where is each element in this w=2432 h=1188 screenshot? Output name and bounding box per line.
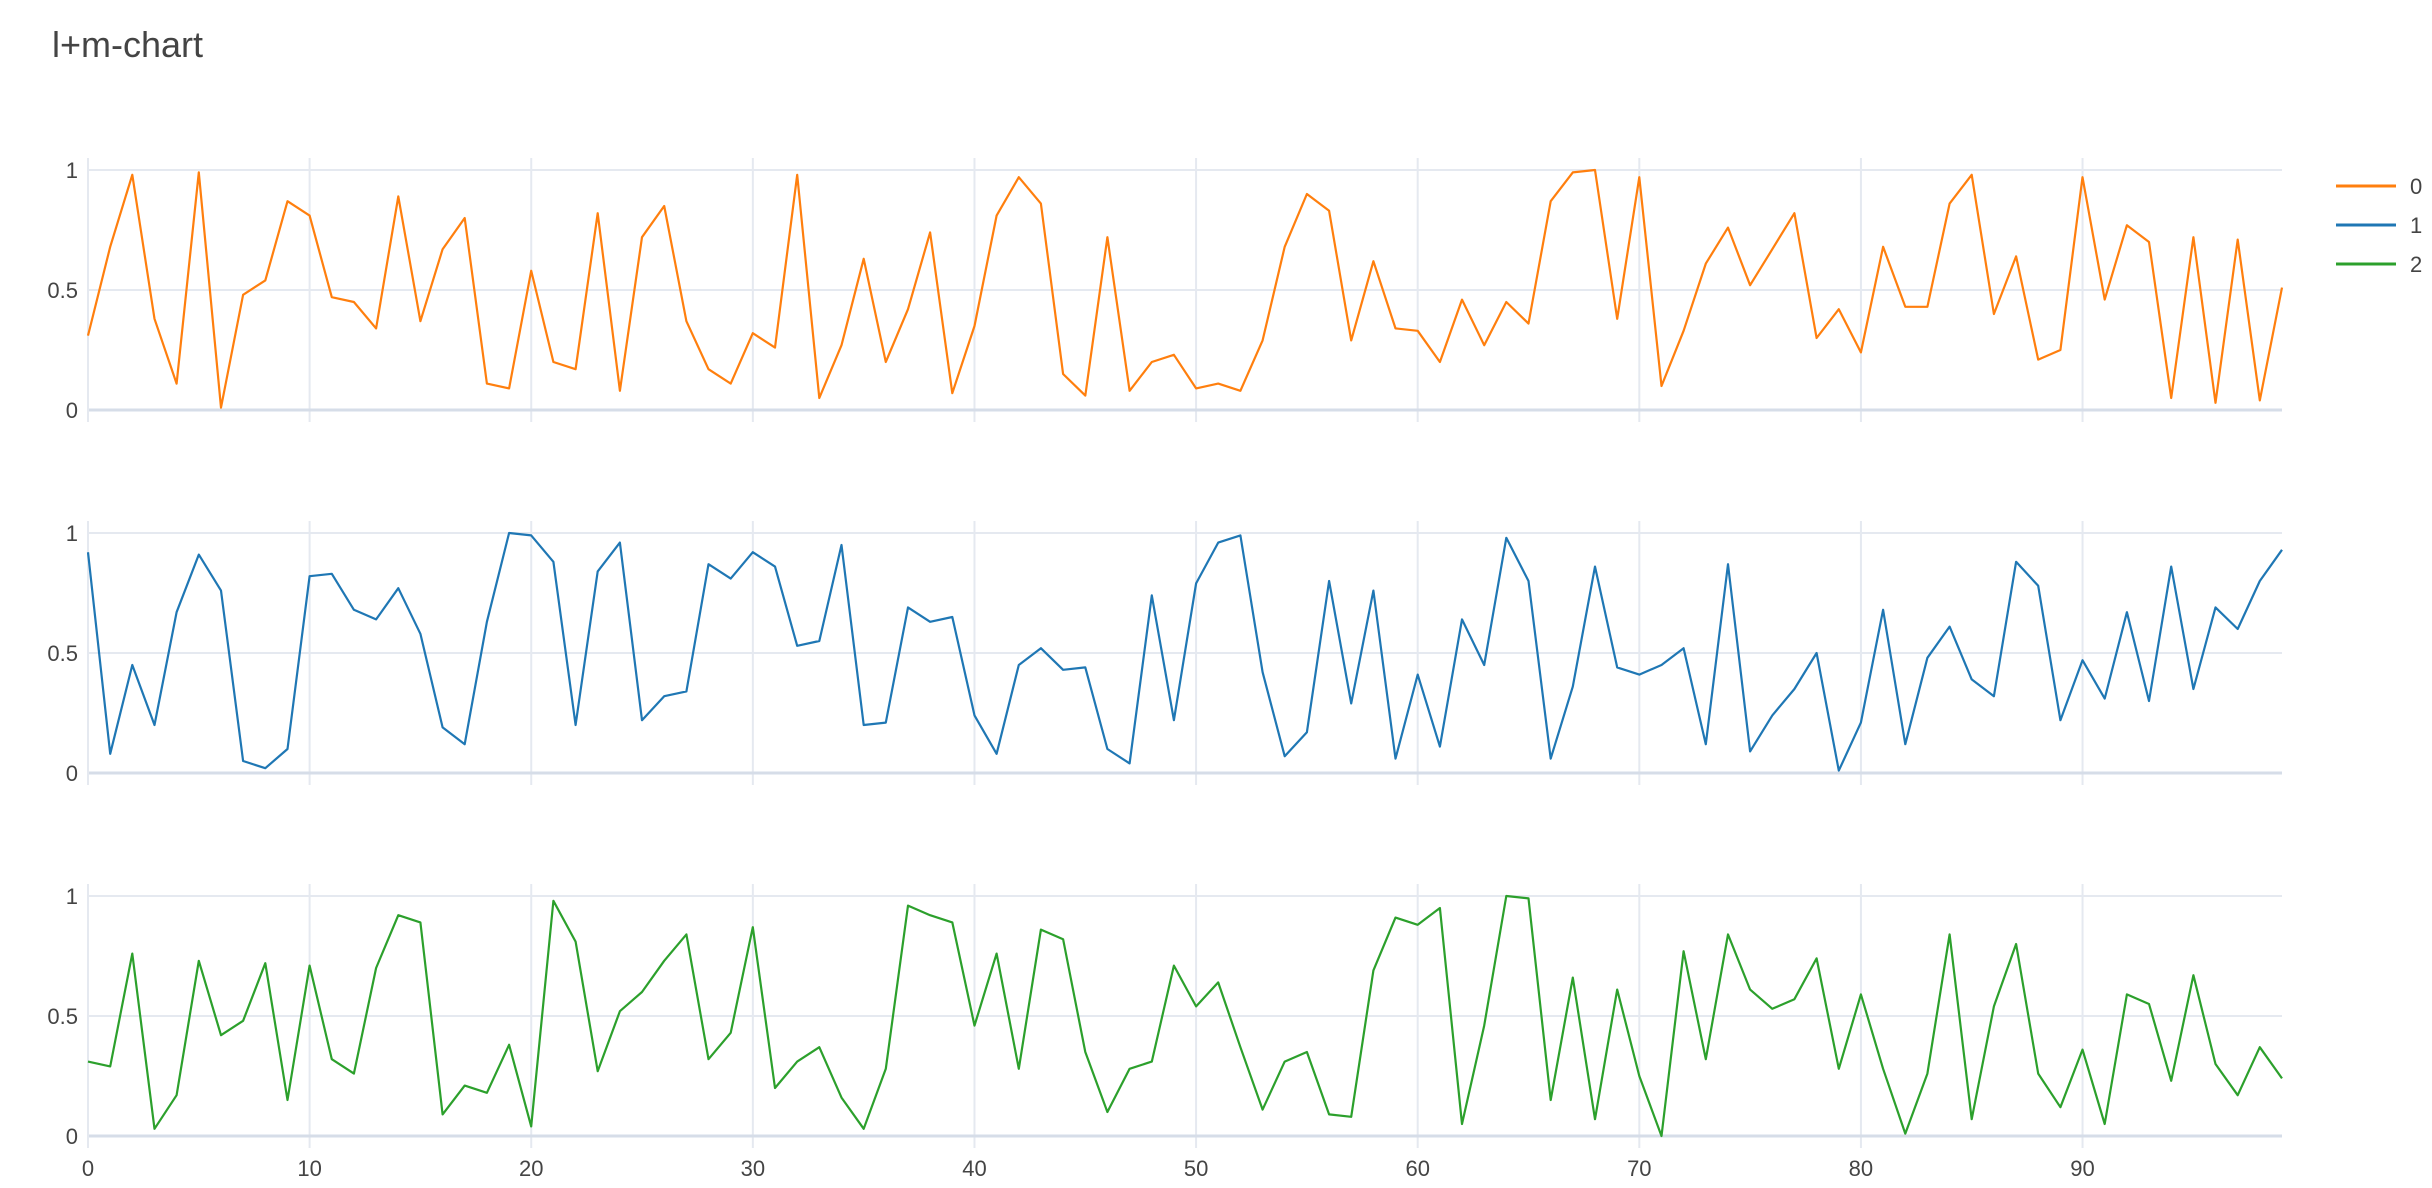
series-line-0 — [86, 168, 2284, 409]
panel-1: 00.51 — [47, 521, 2283, 786]
x-tick-label: 10 — [297, 1156, 321, 1181]
x-tick-label: 70 — [1627, 1156, 1651, 1181]
y-tick-label: 0 — [66, 1124, 78, 1149]
x-tick-label: 40 — [962, 1156, 986, 1181]
series-line-2 — [87, 894, 2283, 1138]
x-tick-label: 90 — [2070, 1156, 2094, 1181]
legend-label-0: 0 — [2410, 174, 2422, 199]
legend-label-1: 1 — [2410, 213, 2422, 238]
panel-0: 00.51 — [47, 158, 2284, 423]
panel-2: 00.51 — [47, 884, 2283, 1149]
series-line-1 — [86, 531, 2283, 772]
y-tick-label: 1 — [66, 521, 78, 546]
y-tick-label: 0.5 — [47, 278, 78, 303]
legend: 0 1 2 — [2336, 174, 2422, 277]
x-tick-label: 0 — [82, 1156, 94, 1181]
x-tick-label: 50 — [1184, 1156, 1208, 1181]
x-tick-label: 60 — [1405, 1156, 1429, 1181]
y-tick-label: 0 — [66, 761, 78, 786]
x-tick-label: 30 — [741, 1156, 765, 1181]
x-tick-label: 20 — [519, 1156, 543, 1181]
y-tick-label: 0 — [66, 398, 78, 423]
y-tick-label: 1 — [66, 158, 78, 183]
chart-title: l+m-chart — [52, 24, 204, 65]
legend-label-2: 2 — [2410, 252, 2422, 277]
y-tick-label: 0.5 — [47, 641, 78, 666]
y-tick-label: 1 — [66, 884, 78, 909]
y-tick-label: 0.5 — [47, 1004, 78, 1029]
x-tick-label: 80 — [1849, 1156, 1873, 1181]
